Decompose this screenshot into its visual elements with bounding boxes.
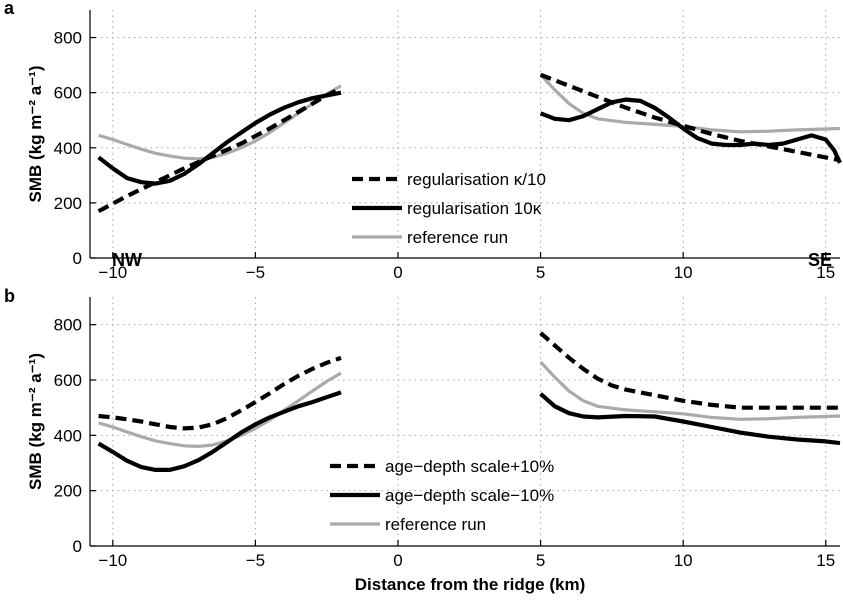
series-line-regularisation-10- <box>539 97 842 164</box>
y-axis-label: SMB (kg m⁻² a⁻¹) <box>26 66 45 203</box>
x-tick-label: 15 <box>816 263 835 282</box>
nw-label: NW <box>112 250 142 270</box>
x-tick-label: −5 <box>246 263 265 282</box>
legend: regularisation κ/10 regularisation 10κ ref… <box>352 170 546 247</box>
legend: age−depth scale+10% age−depth scale−10% re… <box>330 457 554 534</box>
x-tick-label: 10 <box>674 263 693 282</box>
x-axis-label: Distance from the ridge (km) <box>355 575 586 594</box>
series-group <box>97 72 842 214</box>
x-tick-label: 0 <box>393 551 402 570</box>
panel-label: b <box>4 286 15 306</box>
series-group <box>97 331 841 472</box>
series-line-reference-run <box>98 371 342 448</box>
x-tick-label: 5 <box>536 551 545 570</box>
series-line-regularisation-10 <box>97 86 342 214</box>
x-tick-label: −10 <box>98 551 127 570</box>
y-tick-label: 400 <box>54 426 82 445</box>
grid <box>90 10 840 259</box>
y-tick-label: 800 <box>54 29 82 48</box>
x-tick-label: −10 <box>98 263 127 282</box>
x-tick-label: −5 <box>246 551 265 570</box>
series-line-regularisation-10 <box>539 72 841 163</box>
y-tick-label: 400 <box>54 139 82 158</box>
grid <box>90 297 840 547</box>
y-tick-label: 200 <box>54 482 82 501</box>
x-tick-label: 5 <box>536 263 545 282</box>
panel-b: −10 −5 0 5 10 15 0 200 400 600 800 b SMB (kg m⁻² a⁻¹… <box>4 286 841 570</box>
y-tick-label: 0 <box>73 249 82 268</box>
legend-label: regularisation 10κ <box>407 199 542 218</box>
x-tick-label: 15 <box>816 551 835 570</box>
y-tick-label: 800 <box>54 316 82 335</box>
y-tick-label: 200 <box>54 194 82 213</box>
legend-label: regularisation κ/10 <box>407 170 546 189</box>
legend-label: reference run <box>385 515 486 534</box>
panel-label: a <box>4 0 15 18</box>
panel-a: −10 −5 0 5 10 15 0 200 400 600 800 a SMB (kg m⁻² a⁻¹… <box>4 0 842 282</box>
series-line-age-depth-scale-10- <box>98 355 342 431</box>
series-line-reference-run <box>539 360 841 421</box>
y-tick-label: 0 <box>73 537 82 556</box>
series-line-age-depth-scale-10- <box>539 331 840 410</box>
series-line-regularisation-10- <box>97 90 342 186</box>
y-tick-label: 600 <box>54 84 82 103</box>
legend-label: reference run <box>407 228 508 247</box>
series-line-reference-run <box>539 73 841 134</box>
series-line-age-depth-scale-10- <box>97 390 342 472</box>
y-axis-label: SMB (kg m⁻² a⁻¹) <box>26 353 45 490</box>
series-line-age-depth-scale-10- <box>539 392 841 446</box>
y-tick-label: 600 <box>54 371 82 390</box>
se-label: SE <box>808 250 832 270</box>
x-tick-label: 0 <box>393 263 402 282</box>
legend-label: age−depth scale−10% <box>385 486 554 505</box>
x-tick-label: 10 <box>674 551 693 570</box>
legend-label: age−depth scale+10% <box>385 457 554 476</box>
